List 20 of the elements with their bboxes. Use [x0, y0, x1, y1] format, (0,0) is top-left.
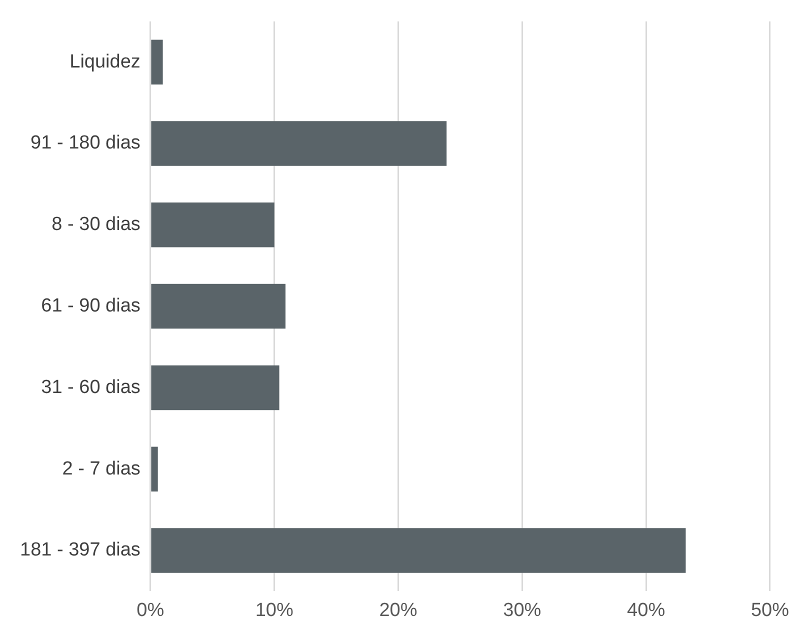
y-tick-label: 2 - 7 dias [62, 458, 140, 480]
y-tick-label: 8 - 30 dias [52, 214, 140, 236]
y-tick-label: 181 - 397 dias [20, 540, 140, 561]
bar [151, 528, 686, 573]
x-tick-label: 20% [379, 600, 418, 621]
bar [151, 365, 280, 410]
bar [151, 40, 163, 84]
bar [151, 284, 286, 329]
x-tick-label: 0% [136, 600, 164, 621]
y-tick-label: 61 - 90 dias [41, 296, 140, 317]
bar [151, 202, 274, 248]
bar [151, 121, 447, 166]
y-tick-label: 91 - 180 dias [30, 132, 140, 154]
x-tick-label: 40% [627, 600, 666, 621]
x-tick-label: 10% [255, 600, 294, 621]
bar [151, 446, 158, 492]
y-tick-label: 31 - 60 dias [41, 376, 140, 398]
y-tick-label: Liquidez [70, 51, 140, 72]
x-tick-label: 30% [503, 600, 542, 621]
x-tick-label: 50% [750, 600, 790, 621]
